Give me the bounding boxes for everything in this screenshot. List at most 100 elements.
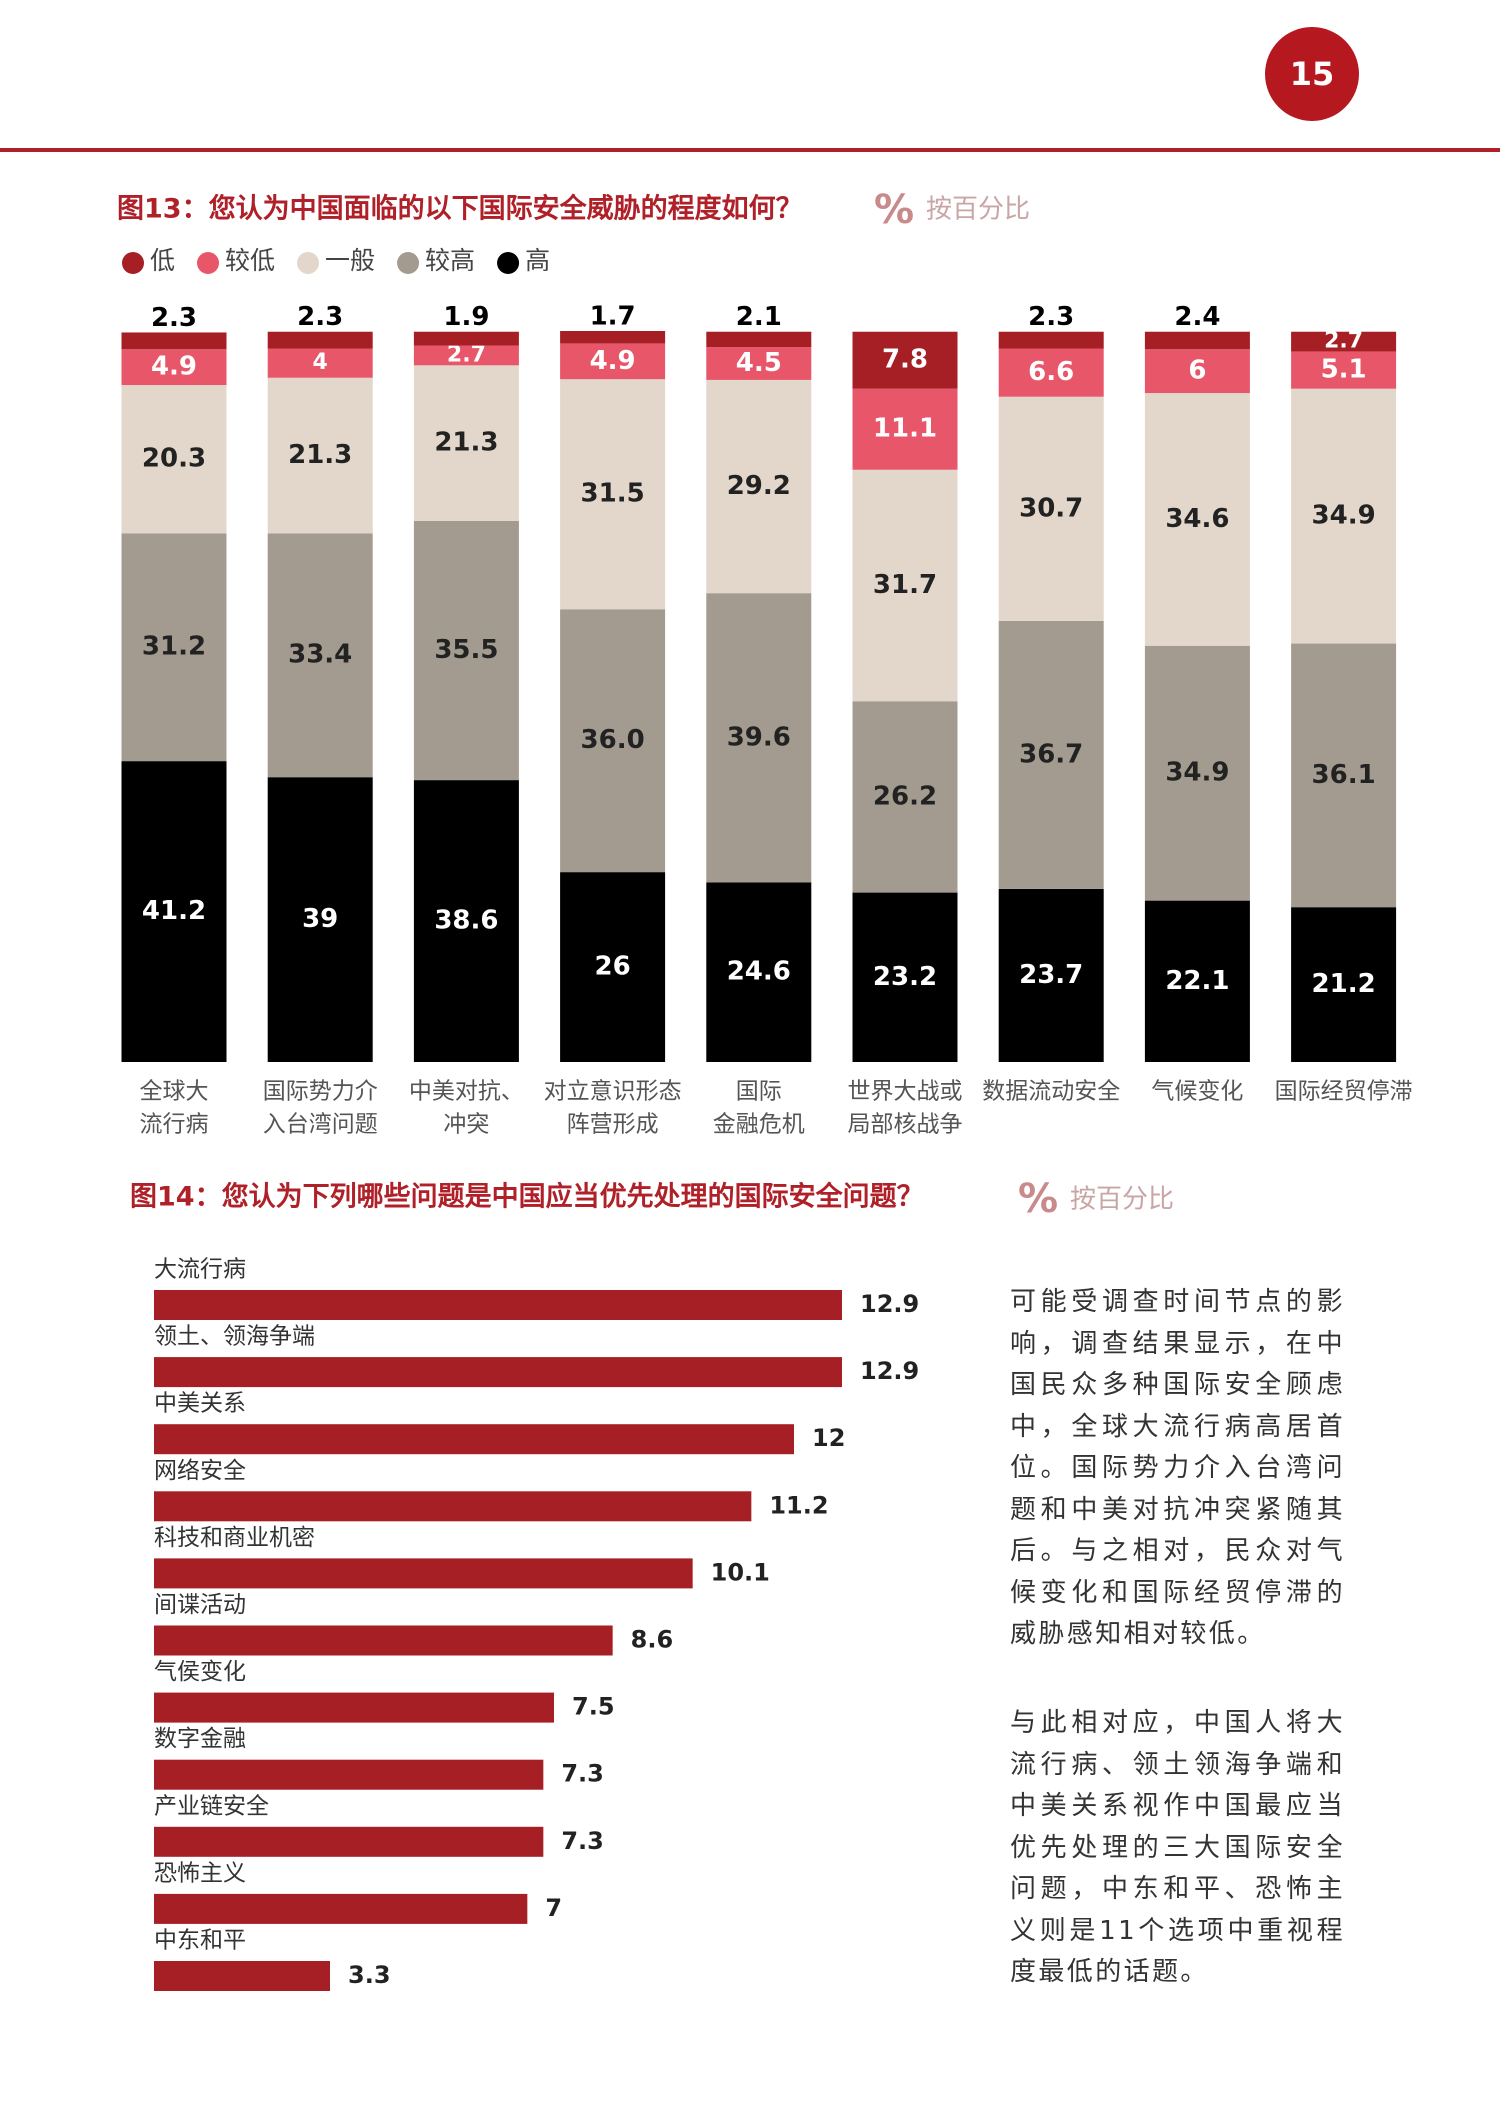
data-label: 2.7 [1324,329,1363,354]
bar-segment [852,701,958,893]
data-label: 10.1 [711,1558,770,1586]
bar-segment [1144,331,1250,350]
category-label: 大流行病 [154,1257,246,1283]
unit-icon: % [1018,1176,1058,1222]
bar-segment [560,379,666,610]
data-label: 6.6 [1028,357,1074,387]
paragraph: 与此相对应，中国人将大流行病、领土领海争端和中美关系视作中国最应当优先处理的三大… [1010,1708,1345,1987]
data-label: 26 [595,952,631,982]
data-label: 12.9 [860,1357,919,1385]
data-label: 7.3 [561,1827,604,1855]
bar [154,1826,544,1857]
bar [154,1692,554,1723]
data-label: 21.3 [434,428,498,458]
bar-segment [267,533,373,778]
x-tick-label: 国际势力介 [263,1079,378,1105]
legend-swatch [197,252,220,274]
bar-segment [1144,900,1250,1062]
x-tick-label: 气候变化 [1151,1079,1243,1105]
bar-segment [560,331,666,344]
bar-segment [998,331,1104,349]
bar-segment [1291,331,1397,352]
data-label: 12 [812,1424,845,1452]
bar-segment [706,347,812,380]
data-label: 23.2 [873,962,937,992]
data-label: 2.3 [297,302,343,332]
category-label: 间谍活动 [154,1592,246,1618]
data-label: 33.4 [288,640,352,670]
category-label: 中美关系 [154,1391,246,1417]
bar-segment [1144,349,1250,394]
bar [154,1558,693,1589]
data-label: 2.3 [151,303,197,333]
bar-segment [413,520,519,781]
data-label: 1.7 [590,302,636,332]
x-tick-label: 数据流动安全 [982,1079,1120,1105]
data-label: 24.6 [727,957,791,987]
bar-segment [267,331,373,349]
data-label: 26.2 [873,781,937,811]
bar-segment [121,761,227,1062]
legend-label: 较低 [225,246,275,275]
data-label: 8.6 [631,1626,674,1654]
data-label: 7.8 [882,345,928,375]
bar-segment [998,620,1104,889]
data-label: 21.2 [1312,969,1376,999]
data-label: 4 [313,350,328,375]
chart-subtitle: 按百分比 [926,195,1030,225]
chart-title: 图14：您认为下列哪些问题是中国应当优先处理的国际安全问题？ [130,1181,924,1213]
bar-segment [706,593,812,883]
page-badge [1265,27,1359,121]
category-label: 网络安全 [154,1458,246,1484]
unit-icon: % [874,187,914,233]
bar [154,1893,528,1924]
bar-segment [121,533,227,762]
x-tick-label: 国际 [736,1079,782,1105]
data-label: 30.7 [1019,493,1083,523]
bar-segment [560,343,666,380]
data-label: 34.9 [1165,758,1229,788]
x-tick-label: 阵营形成 [567,1112,659,1138]
data-label: 4.5 [736,348,782,378]
data-label: 22.1 [1165,966,1229,996]
bar-segment [413,780,519,1062]
bar-segment [998,348,1104,397]
data-label: 2.3 [1028,302,1074,332]
legend-swatch [122,252,144,274]
bar-segment [1291,643,1397,908]
data-label: 2.4 [1174,302,1220,332]
category-label: 产业链安全 [154,1793,269,1819]
x-tick-label: 冲突 [443,1112,489,1138]
bar-segment [267,377,373,534]
bar-segment [852,388,958,470]
bar [154,1759,544,1790]
data-label: 35.5 [434,635,498,665]
bar-segment [998,396,1104,621]
legend-label: 较高 [425,246,475,275]
data-label: 11.1 [873,414,937,444]
data-label: 36.0 [581,725,645,755]
data-label: 39 [302,904,338,934]
data-label: 21.3 [288,440,352,470]
chart-subtitle: 按百分比 [1070,1185,1174,1215]
category-label: 中东和平 [154,1928,246,1954]
bar-segment [1291,388,1397,644]
bar-segment [267,777,373,1062]
data-label: 41.2 [142,896,206,926]
bar-segment [852,892,958,1062]
bar-segment [413,331,519,346]
bar-segment [1291,351,1397,389]
bar-segment [706,882,812,1062]
category-label: 数字金融 [154,1726,246,1752]
x-tick-label: 世界大战或 [848,1079,963,1105]
bar-segment [1144,393,1250,646]
bar-segment [706,331,812,348]
x-tick-label: 中美对抗、 [409,1079,524,1105]
bar [154,1290,842,1320]
x-tick-label: 全球大 [140,1079,209,1105]
data-label: 12.9 [860,1290,919,1318]
bar [154,1491,752,1522]
data-label: 4.9 [590,346,636,376]
